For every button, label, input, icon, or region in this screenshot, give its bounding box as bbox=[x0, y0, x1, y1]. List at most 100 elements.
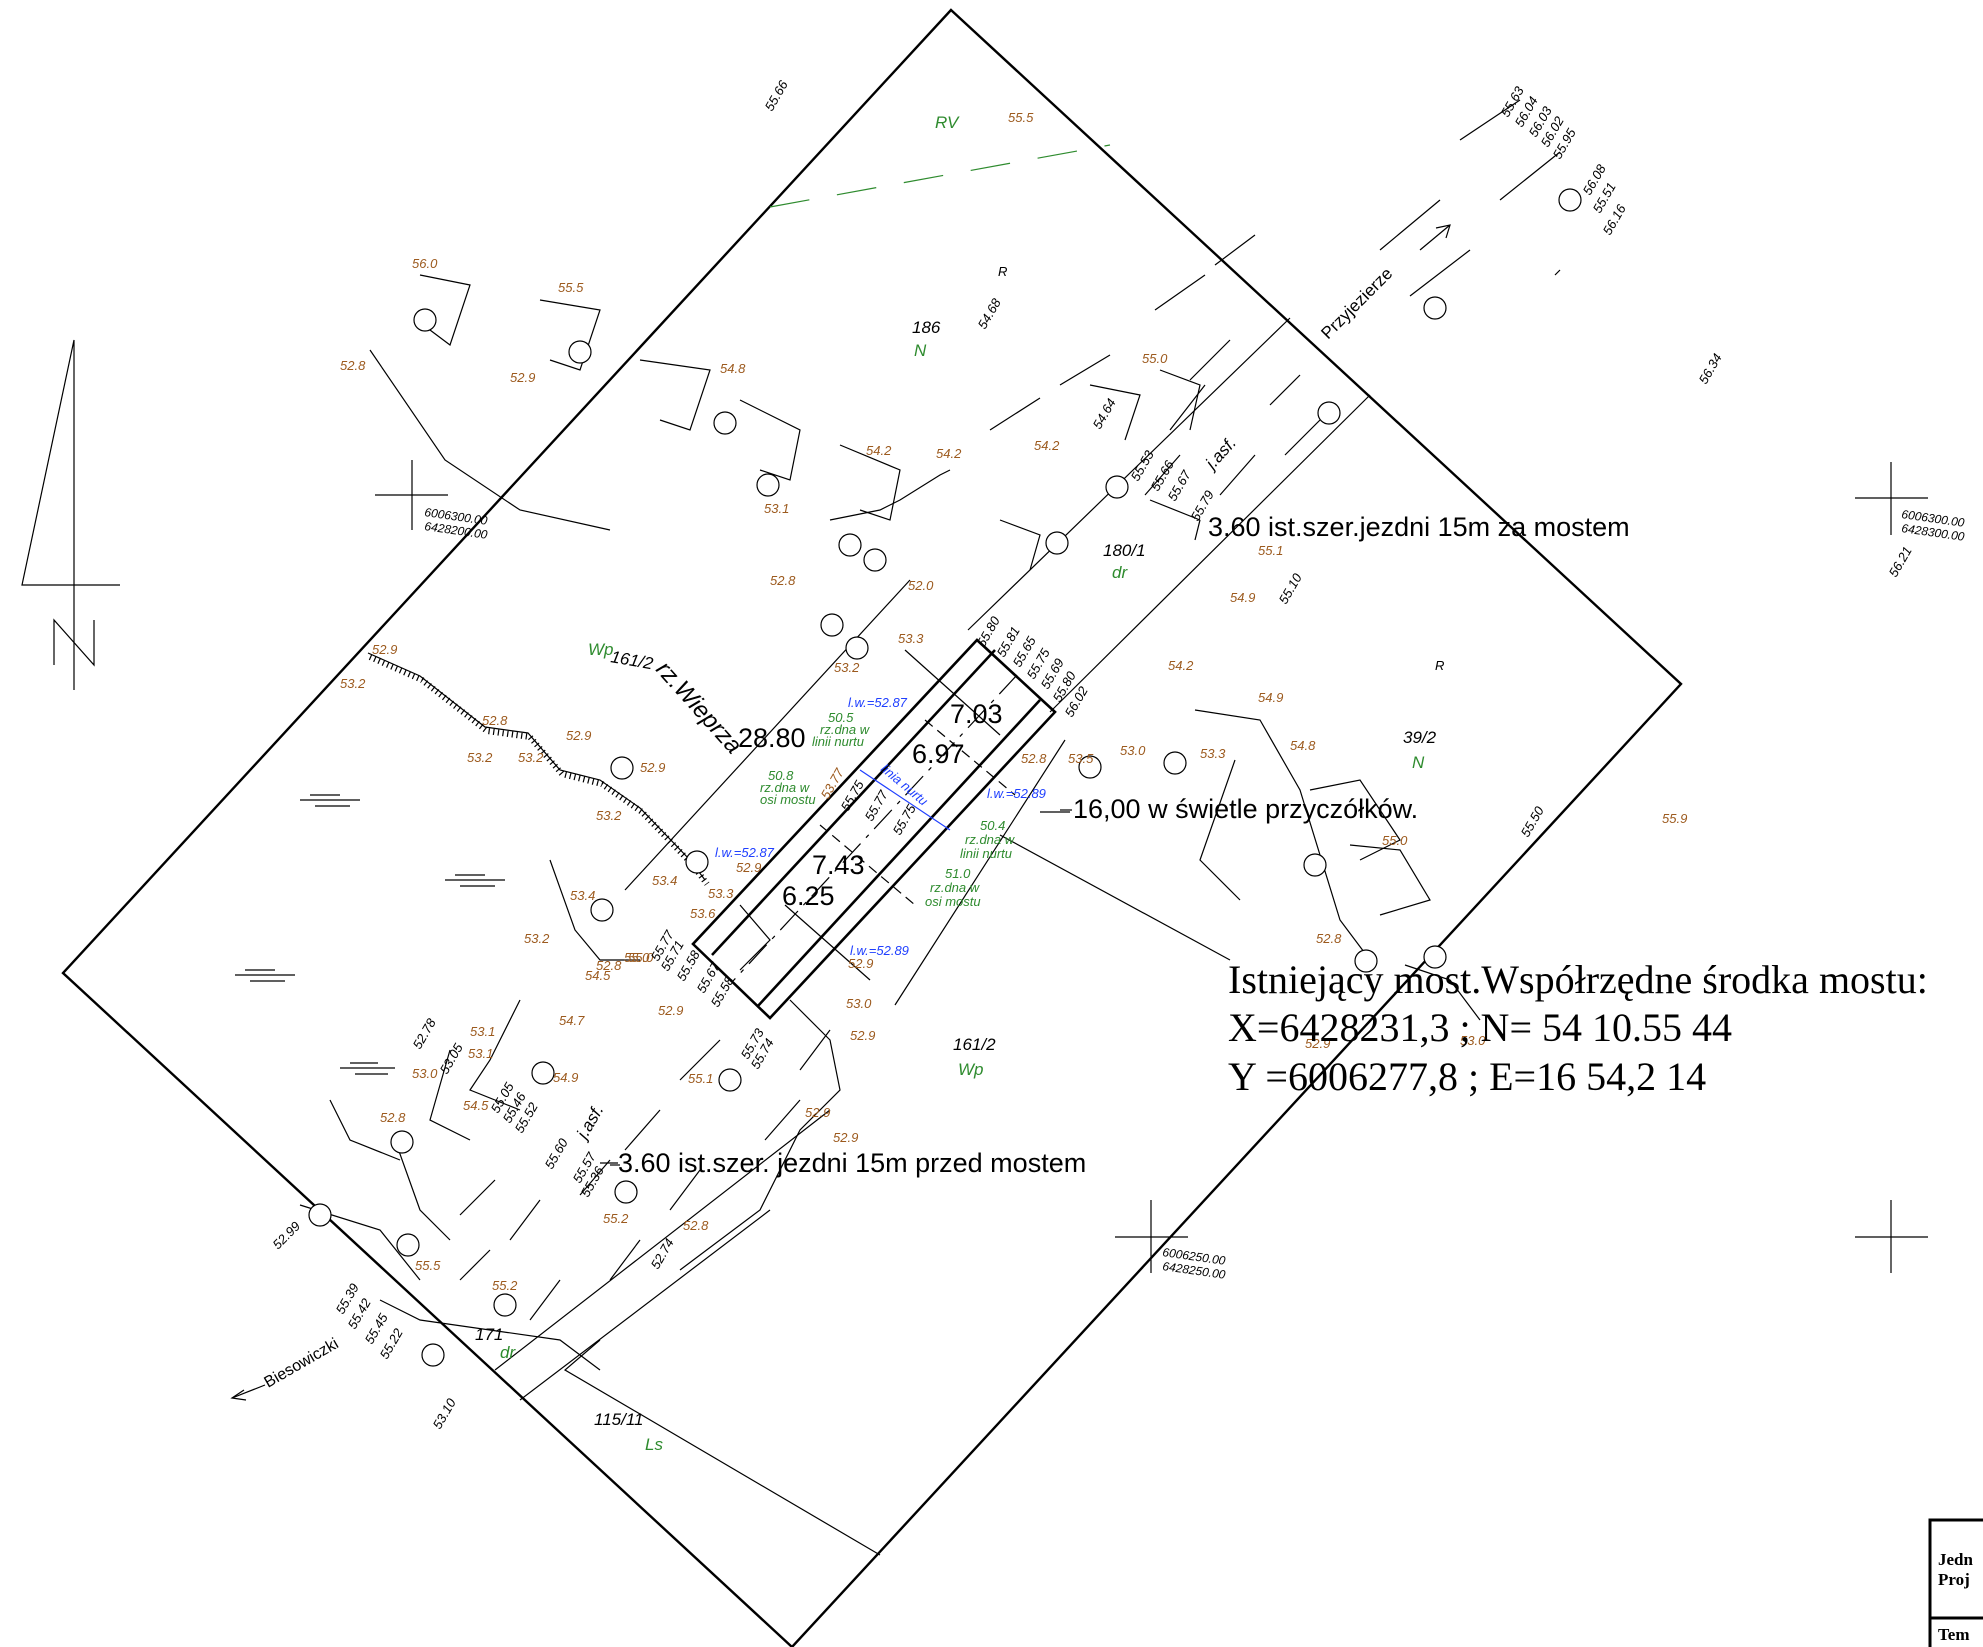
place-przyjezierze: Przyjezierze bbox=[1317, 264, 1396, 343]
svg-text:RV: RV bbox=[935, 113, 960, 132]
river-bed-notes: 50.5 rz.dna w linii nurtu 50.8 rz.dna w … bbox=[760, 710, 1016, 909]
height-label: 53.05 bbox=[437, 1040, 467, 1076]
height-label: 54.8 bbox=[720, 361, 746, 376]
parcel-number: 39/2 bbox=[1403, 728, 1437, 747]
parcel-use: dr bbox=[500, 1343, 516, 1362]
water-symbols bbox=[235, 794, 505, 1075]
height-label: 55.9 bbox=[1662, 811, 1687, 826]
road-surface-label: j.asf. bbox=[1201, 433, 1240, 474]
place-biesowiczki: Biesowiczki bbox=[262, 1335, 342, 1391]
svg-text:50.8: 50.8 bbox=[768, 768, 794, 783]
height-label: 53.2 bbox=[518, 750, 544, 765]
height-label: 53.2 bbox=[596, 808, 622, 823]
svg-text:Proj: Proj bbox=[1938, 1570, 1970, 1589]
height-label: 52.0 bbox=[908, 578, 934, 593]
river-bank bbox=[367, 652, 710, 886]
height-label: 52.8 bbox=[683, 1218, 709, 1233]
svg-text:50.5: 50.5 bbox=[828, 710, 854, 725]
svg-text:rz.dna w: rz.dna w bbox=[760, 780, 811, 795]
height-label: 52.8 bbox=[1021, 751, 1047, 766]
bridge-info: Istniejący most.Współrzędne środka mostu… bbox=[1228, 957, 1928, 1099]
height-label: 54.7 bbox=[559, 1013, 585, 1028]
svg-text:rz.dna w: rz.dna w bbox=[930, 880, 981, 895]
parcel-use: Wp bbox=[588, 640, 614, 659]
height-label: 54.68 bbox=[975, 295, 1005, 331]
height-label: 56.34 bbox=[1696, 351, 1725, 387]
land-class-labels: RV R R bbox=[935, 113, 1444, 673]
height-label: 53.2 bbox=[834, 660, 860, 675]
height-label: 52.9 bbox=[658, 1003, 683, 1018]
height-label: 55.0 bbox=[1142, 351, 1168, 366]
parcel-use: N bbox=[914, 341, 927, 360]
height-label: 52.99 bbox=[270, 1219, 304, 1253]
svg-text:l.w.=52.89: l.w.=52.89 bbox=[987, 786, 1046, 801]
svg-text:rz.dna w: rz.dna w bbox=[820, 722, 871, 737]
svg-text:Tem: Tem bbox=[1938, 1625, 1970, 1644]
svg-text:50.4: 50.4 bbox=[980, 818, 1005, 833]
height-label: 53.3 bbox=[708, 886, 734, 901]
height-label: 55.0 bbox=[624, 950, 650, 965]
height-label: 52.9 bbox=[1305, 1036, 1330, 1051]
height-label: 53.5 bbox=[1068, 751, 1094, 766]
svg-text:osi mostu: osi mostu bbox=[760, 792, 816, 807]
svg-text:Jedn: Jedn bbox=[1938, 1550, 1974, 1569]
height-label: 53.1 bbox=[764, 501, 789, 516]
note-after-bridge: 3.60 ist.szer.jezdni 15m za mostem bbox=[1208, 512, 1630, 542]
height-label: 53.6 bbox=[690, 906, 716, 921]
road-surface-label: j.asf. bbox=[572, 1101, 607, 1143]
svg-text:6.25: 6.25 bbox=[782, 881, 835, 911]
height-label: 52.78 bbox=[410, 1015, 440, 1051]
svg-text:R: R bbox=[998, 264, 1007, 279]
height-label: 55.77 bbox=[862, 787, 892, 823]
height-label: 55.5 bbox=[1008, 110, 1034, 125]
height-label: 52.9 bbox=[850, 1028, 875, 1043]
height-label: 53.0 bbox=[1460, 1033, 1486, 1048]
parcel-number: 161/2 bbox=[953, 1035, 996, 1054]
bridge-info-line2: X=6428231,3 ; N= 54 10.55 44 bbox=[1228, 1005, 1732, 1050]
svg-text:linii nurtu: linii nurtu bbox=[812, 734, 864, 749]
title-block: Jedn Proj Tem bbox=[1928, 1518, 1983, 1647]
svg-text:rz.dna w: rz.dna w bbox=[965, 832, 1016, 847]
parcel-use: Ls bbox=[645, 1435, 663, 1454]
height-label: 55.5 bbox=[415, 1258, 441, 1273]
svg-text:osi mostu: osi mostu bbox=[925, 894, 981, 909]
height-label: 55.5 bbox=[558, 280, 584, 295]
height-label: 52.9 bbox=[833, 1130, 858, 1145]
height-label: 54.9 bbox=[1230, 590, 1255, 605]
tree-icons bbox=[308, 188, 1582, 1367]
height-label: 53.0 bbox=[846, 996, 872, 1011]
svg-text:l.w.=52.89: l.w.=52.89 bbox=[850, 943, 909, 958]
svg-text:7.03: 7.03 bbox=[950, 699, 1003, 729]
height-label: 54.2 bbox=[866, 443, 892, 458]
height-label: 54.2 bbox=[936, 446, 962, 461]
height-label: 55.1 bbox=[688, 1071, 713, 1086]
height-label: 53.1 bbox=[470, 1024, 495, 1039]
height-label: 53.4 bbox=[652, 873, 677, 888]
parcel-use: dr bbox=[1112, 563, 1128, 582]
height-label: 52.8 bbox=[380, 1110, 406, 1125]
height-label: 53.2 bbox=[340, 676, 366, 691]
road-arrow-icon bbox=[230, 224, 1451, 1401]
height-label: 53.2 bbox=[524, 931, 550, 946]
height-label: 52.8 bbox=[770, 573, 796, 588]
height-label: 52.9 bbox=[510, 370, 535, 385]
height-label: 52.8 bbox=[596, 958, 622, 973]
height-label: 55.10 bbox=[1276, 570, 1306, 606]
height-label: 56.21 bbox=[1886, 544, 1915, 580]
svg-text:l.w.=52.87: l.w.=52.87 bbox=[848, 695, 908, 710]
svg-text:l.w.=52.87: l.w.=52.87 bbox=[715, 845, 775, 860]
note-before-bridge: 3.60 ist.szer. jezdni 15m przed mostem bbox=[618, 1148, 1086, 1178]
height-label: 54.8 bbox=[1290, 738, 1316, 753]
bridge bbox=[610, 499, 1231, 1166]
height-label: 55.2 bbox=[492, 1278, 518, 1293]
height-label: 53.4 bbox=[570, 888, 595, 903]
height-label: 52.8 bbox=[1316, 931, 1342, 946]
height-label: 52.9 bbox=[736, 860, 761, 875]
height-label: 55.60 bbox=[542, 1135, 572, 1171]
parcel-number: 115/11 bbox=[594, 1410, 643, 1429]
height-label: 54.9 bbox=[1258, 690, 1283, 705]
height-label: 54.2 bbox=[1034, 438, 1060, 453]
height-label: 55.0 bbox=[1382, 833, 1408, 848]
svg-text:7.43: 7.43 bbox=[812, 850, 865, 880]
